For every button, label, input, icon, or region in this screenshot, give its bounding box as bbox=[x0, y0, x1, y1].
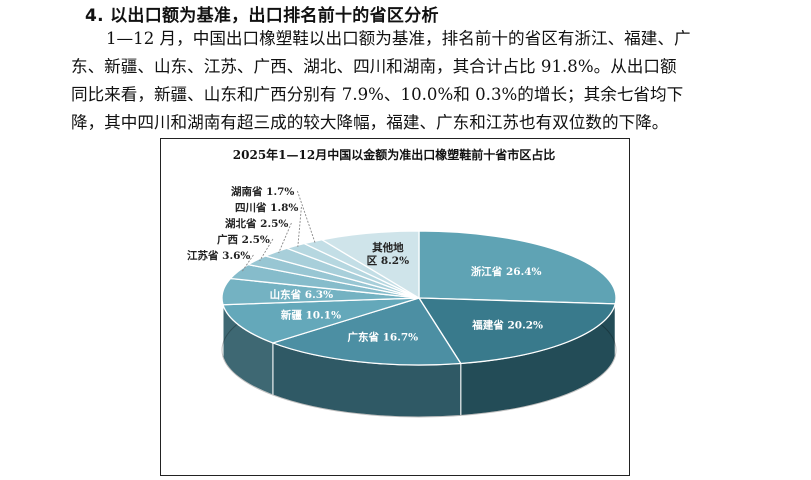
paragraph-line: 同比来看，新疆、山东和广西分别有 7.9%、10.0%和 0.3%的增长；其余七… bbox=[71, 85, 684, 104]
paragraph-line: 东、新疆、山东、江苏、广西、湖北、四川和湖南，其合计占比 91.8%。从出口额 bbox=[71, 57, 677, 76]
pie-labels: 浙江省 26.4% 福建省 20.2% 广东省 16.7% 新疆 10.1% 山东省 6… bbox=[187, 185, 543, 343]
slice-label-湖北省: 湖北省 2.5% bbox=[225, 217, 288, 230]
paragraph-line: 1—12 月，中国出口橡塑鞋以出口额为基准，排名前十的省区有浙江、福建、广 bbox=[106, 29, 691, 48]
slice-label-山东省: 山东省 6.3% bbox=[270, 288, 333, 301]
slice-label-福建省: 福建省 20.2% bbox=[471, 319, 543, 332]
chart-title: 2025年1—12月中国以金额为准出口橡塑鞋前十省市区占比 bbox=[233, 147, 555, 162]
slice-label-江苏省: 江苏省 3.6% bbox=[187, 249, 250, 262]
leader-line bbox=[297, 206, 302, 247]
slice-label-line: 区 8.2% bbox=[367, 255, 409, 267]
slice-label-line: 其他地 bbox=[372, 241, 404, 254]
slice-label-浙江省: 浙江省 26.4% bbox=[471, 265, 542, 278]
slice-label-其他地区: 其他地区 8.2% bbox=[367, 241, 409, 267]
slice-label-四川省: 四川省 1.8% bbox=[235, 201, 298, 214]
section-heading: 4. 以出口额为基准，出口排名前十的省区分析 bbox=[85, 6, 439, 26]
pie-slices bbox=[221, 230, 617, 366]
leader-line bbox=[259, 238, 274, 262]
pie-chart-figure: 2025年1—12月中国以金额为准出口橡塑鞋前十省市区占比 浙江省 26.4% 福… bbox=[160, 138, 630, 476]
slice-label-湖南省: 湖南省 1.7% bbox=[231, 185, 294, 198]
analysis-paragraph: 1—12 月，中国出口橡塑鞋以出口额为基准，排名前十的省区有浙江、福建、广 东、… bbox=[71, 25, 741, 137]
pie-chart: 2025年1—12月中国以金额为准出口橡塑鞋前十省市区占比 浙江省 26.4% 福… bbox=[187, 147, 617, 418]
pie-slice-新疆 bbox=[222, 297, 420, 344]
pie-slice-其他地区 bbox=[320, 230, 420, 300]
slice-label-新疆: 新疆 10.1% bbox=[281, 308, 341, 321]
pie-slice-浙江省 bbox=[418, 230, 617, 305]
slice-label-广西: 广西 2.5% bbox=[217, 233, 270, 246]
paragraph-line: 降，其中四川和湖南有超三成的较大降幅，福建、广东和江苏也有双位数的下降。 bbox=[71, 113, 669, 132]
leader-line bbox=[278, 222, 292, 254]
pie-slice-广东省 bbox=[270, 297, 462, 366]
pie-slice-福建省 bbox=[417, 297, 617, 365]
leader-line bbox=[296, 190, 316, 243]
slice-label-广东省: 广东省 16.7% bbox=[347, 330, 418, 343]
